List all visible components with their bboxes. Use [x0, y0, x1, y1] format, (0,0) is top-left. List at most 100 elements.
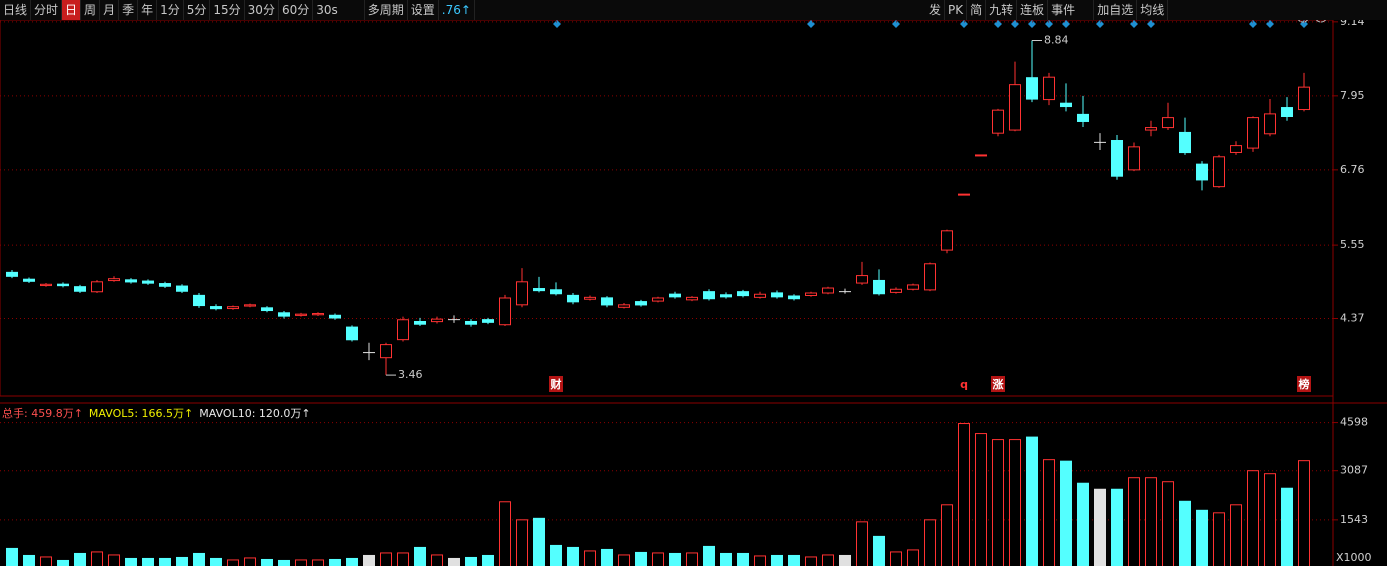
volume-bar: [550, 544, 562, 566]
tool[interactable]: 事件: [1048, 0, 1095, 20]
volume-bar: [1179, 500, 1191, 566]
volume-bar: [1162, 481, 1174, 566]
volume-bar: [142, 557, 154, 566]
volume-bar: [57, 559, 69, 566]
volume-bar: [1196, 509, 1208, 566]
candle-body: [346, 326, 358, 341]
candle-body: [754, 293, 766, 298]
y-tick-label: 3087: [1340, 464, 1368, 477]
candle-body: [720, 294, 732, 298]
candle-body: [533, 288, 545, 292]
volume-bar: [754, 555, 766, 566]
tool[interactable]: PK: [945, 0, 968, 20]
volume-bar: [1264, 473, 1276, 566]
volume-bar: [975, 433, 987, 566]
candle-body: [1043, 76, 1055, 101]
tab[interactable]: 30分: [245, 0, 279, 20]
candle-body: [23, 278, 35, 282]
y-tick-label: 7.95: [1340, 89, 1365, 102]
candle-body: [74, 286, 86, 292]
candle-body: [992, 109, 1004, 134]
volume-bar: [771, 554, 783, 566]
volume-bar: [1026, 436, 1038, 566]
tool[interactable]: 简: [967, 0, 987, 20]
unit-label: X1000: [1336, 551, 1372, 564]
y-tick-label: 6.76: [1340, 163, 1365, 176]
volume-bar: [601, 548, 613, 566]
candle-body: [1077, 113, 1089, 122]
volume-bar: [6, 547, 18, 566]
toolbar-right: 发 PK 简 九转 连板 事件 加自选 均线: [926, 0, 1169, 20]
tab[interactable]: 15分: [210, 0, 245, 20]
candle-body: [822, 287, 834, 294]
volume-bar: [839, 554, 851, 566]
candle-body: [499, 297, 511, 326]
volume-bar: [1128, 477, 1140, 566]
tab[interactable]: 5分: [184, 0, 211, 20]
volume-bar: [295, 559, 307, 566]
toolbar: 日线 分时 日 周 月 季 年 1分 5分 15分 30分 60分 30s 多周…: [0, 0, 1387, 20]
volume-bar: [1281, 487, 1293, 566]
volume-bar: [686, 552, 698, 566]
event-label: q: [960, 378, 968, 391]
tool[interactable]: 九转: [986, 0, 1018, 20]
candle-body: [1281, 107, 1293, 117]
tool[interactable]: 连板: [1017, 0, 1049, 20]
volume-bar: [329, 558, 341, 566]
volume-bar: [40, 556, 52, 566]
event-tag-bg: [1297, 376, 1311, 392]
candle-body: [669, 293, 681, 298]
candle-body: [924, 263, 936, 291]
candle-body: [227, 306, 239, 310]
volume-bar: [584, 550, 596, 566]
volume-legend: 总手: 459.8万↑ MAVOL5: 166.5万↑ MAVOL10: 120…: [2, 405, 311, 421]
tab[interactable]: 季: [119, 0, 139, 20]
volume-bar: [380, 552, 392, 566]
volume-bar: [482, 554, 494, 566]
tab[interactable]: 年: [138, 0, 158, 20]
candle-body: [1162, 117, 1174, 129]
volume-bar: [992, 439, 1004, 566]
tab[interactable]: 日: [62, 0, 82, 20]
candle-body: [975, 154, 987, 157]
tool[interactable]: 均线: [1137, 0, 1169, 20]
candle-body: [839, 291, 851, 293]
volume-bar: [652, 552, 664, 566]
tab[interactable]: 分时: [31, 0, 63, 20]
candle-body: [941, 230, 953, 251]
min-label: 3.46: [398, 368, 423, 381]
volume-bar: [788, 554, 800, 566]
candle-body: [652, 297, 664, 302]
volume-bar: [193, 552, 205, 566]
volume-bar: [210, 557, 222, 566]
tab[interactable]: 1分: [157, 0, 184, 20]
tab[interactable]: 多周期: [365, 0, 408, 20]
tool[interactable]: 加自选: [1094, 0, 1138, 20]
tab[interactable]: 月: [100, 0, 120, 20]
volume-bar: [533, 517, 545, 566]
volume-bar: [159, 557, 171, 566]
tab[interactable]: 30s: [313, 0, 365, 20]
tab[interactable]: 设置: [408, 0, 439, 20]
tab[interactable]: 日线: [0, 0, 32, 20]
candle-body: [193, 294, 205, 307]
candle-body: [686, 296, 698, 301]
volume-bar: [1060, 460, 1072, 566]
volume-bar: [1043, 459, 1055, 566]
candle-body: [329, 314, 341, 319]
tab[interactable]: 周: [81, 0, 101, 20]
candle-body: [363, 352, 375, 354]
event-label: 涨: [993, 377, 1004, 391]
tab[interactable]: 60分: [279, 0, 314, 20]
volume-bar: [635, 551, 647, 566]
volume-bar: [1111, 488, 1123, 566]
candle-body: [703, 291, 715, 300]
volume-bar: [278, 559, 290, 566]
volume-bar: [1298, 460, 1310, 566]
price-change: .76↑: [439, 0, 475, 20]
candle-body: [771, 292, 783, 298]
tool[interactable]: 发: [926, 0, 946, 20]
volume-bar: [1230, 504, 1242, 566]
candle-body: [805, 292, 817, 296]
